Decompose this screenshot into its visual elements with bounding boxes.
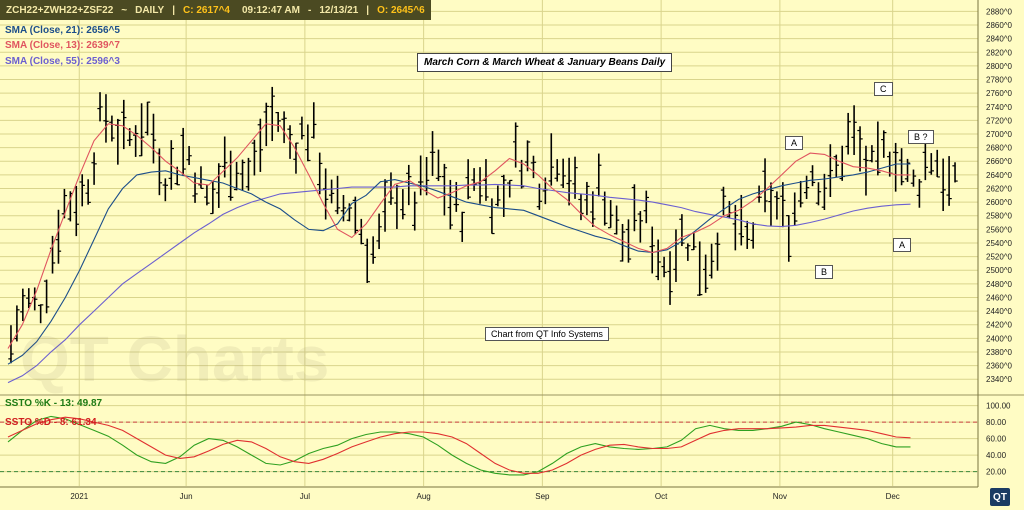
price-tick-label: 2700^0 <box>986 130 1013 139</box>
price-tick-label: 2720^0 <box>986 116 1013 125</box>
price-tick-label: 2660^0 <box>986 157 1013 166</box>
price-tick-label: 2880^0 <box>986 7 1013 16</box>
chart-header: ZCH22+ZWH22+ZSF22 ~ DAILY | C: 2617^4 09… <box>0 0 431 20</box>
chart-title: March Corn & March Wheat & January Beans… <box>417 53 673 72</box>
stoch-tick-label: 20.00 <box>986 468 1007 477</box>
watermark: QT Charts <box>20 323 330 395</box>
sma13-line <box>7 123 911 349</box>
price-tick-label: 2540^0 <box>986 239 1013 248</box>
wave-label-a: A <box>785 136 804 150</box>
price-tick-label: 2680^0 <box>986 144 1013 153</box>
wave-label-b: B <box>815 265 834 279</box>
month-tick-label: Nov <box>773 492 787 501</box>
stoch-tick-label: 100.00 <box>986 402 1011 411</box>
symbol-text: ZCH22+ZWH22+ZSF22 <box>6 4 114 16</box>
price-tick-label: 2380^0 <box>986 348 1013 357</box>
period-text: DAILY <box>135 4 165 16</box>
sma21-line <box>7 163 911 365</box>
price-tick-label: 2640^0 <box>986 171 1013 180</box>
price-tick-label: 2520^0 <box>986 253 1013 262</box>
price-tick-label: 2620^0 <box>986 184 1013 193</box>
month-tick-label: Oct <box>655 492 668 501</box>
price-tick-label: 2400^0 <box>986 334 1013 343</box>
stoch-d-line <box>7 416 911 474</box>
price-tick-label: 2600^0 <box>986 198 1013 207</box>
month-tick-label: Jun <box>180 492 193 501</box>
price-tick-label: 2480^0 <box>986 280 1013 289</box>
header-separator: - <box>308 4 312 16</box>
month-tick-label: 2021 <box>70 492 88 501</box>
legend-sma55: SMA (Close, 55): 2596^3 <box>5 56 120 67</box>
legend-ssto-d: SSTO %D - 8: 61.34 <box>5 417 97 428</box>
date-text: 12/13/21 <box>319 4 359 16</box>
price-tick-label: 2740^0 <box>986 103 1013 112</box>
price-tick-label: 2820^0 <box>986 48 1013 57</box>
qt-logo: QT <box>990 488 1010 506</box>
close-price: C: 2617^4 <box>183 4 230 16</box>
price-tick-label: 2340^0 <box>986 375 1013 384</box>
month-tick-label: Sep <box>535 492 550 501</box>
price-tick-label: 2780^0 <box>986 76 1013 85</box>
stoch-tick-label: 80.00 <box>986 418 1007 427</box>
wave-label-c: C <box>874 82 893 96</box>
price-tick-label: 2420^0 <box>986 321 1013 330</box>
stoch-k-line <box>7 415 911 476</box>
stoch-tick-label: 60.00 <box>986 435 1007 444</box>
wave-label-a-lower: A <box>893 238 912 252</box>
header-separator: | <box>172 4 176 16</box>
month-tick-label: Jul <box>300 492 310 501</box>
legend-sma13: SMA (Close, 13): 2639^7 <box>5 40 120 51</box>
header-separator: ~ <box>121 4 128 16</box>
time-text: 09:12:47 AM <box>242 4 300 16</box>
legend-ssto-k: SSTO %K - 13: 49.87 <box>5 398 103 409</box>
month-tick-label: Dec <box>886 492 900 501</box>
price-tick-label: 2560^0 <box>986 225 1013 234</box>
price-tick-label: 2860^0 <box>986 21 1013 30</box>
price-tick-label: 2460^0 <box>986 293 1013 302</box>
source-note: Chart from QT Info Systems <box>485 327 609 341</box>
price-tick-label: 2760^0 <box>986 89 1013 98</box>
month-tick-label: Aug <box>417 492 431 501</box>
sma55-line <box>7 183 911 384</box>
header-separator: | <box>366 4 370 16</box>
price-tick-label: 2580^0 <box>986 212 1013 221</box>
wave-label-b-question: B ? <box>908 130 934 144</box>
price-tick-label: 2440^0 <box>986 307 1013 316</box>
price-tick-label: 2800^0 <box>986 62 1013 71</box>
price-tick-label: 2500^0 <box>986 266 1013 275</box>
price-tick-label: 2840^0 <box>986 35 1013 44</box>
legend-sma21: SMA (Close, 21): 2656^5 <box>5 25 120 36</box>
price-tick-label: 2360^0 <box>986 362 1013 371</box>
stoch-tick-label: 40.00 <box>986 451 1007 460</box>
open-price: O: 2645^6 <box>377 4 425 16</box>
